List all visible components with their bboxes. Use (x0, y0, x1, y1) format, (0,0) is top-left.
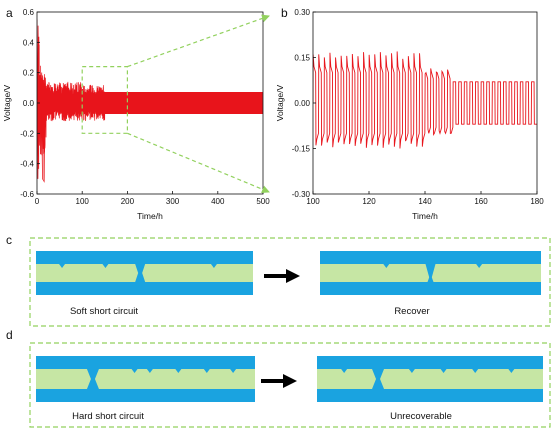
chart-a-y-label: Voltage/V (2, 84, 12, 121)
chart-a-y-tick-label: -0.6 (20, 190, 34, 199)
dendrite-tip (102, 264, 109, 268)
recover-caption: Recover (394, 306, 429, 317)
chart-a-x-tick-label: 400 (211, 197, 225, 206)
chart-b-y-tick-label: 0.30 (294, 8, 310, 17)
electrolyte-layer (36, 264, 253, 282)
soft-short-caption: Soft short circuit (70, 306, 138, 317)
chart-b-x-tick-label: 120 (362, 197, 376, 206)
dendrite-partial-bottom (427, 273, 434, 282)
chart-a-initial-spike (41, 110, 46, 183)
chart-b-x-tick-label: 100 (306, 197, 320, 206)
chart-a-y-ticks: -0.6 -0.4 -0.2 0.0 0.2 0.4 0.6 (20, 8, 40, 199)
zoom-guide-upper (127, 14, 270, 68)
panel-label-b: b (281, 6, 288, 20)
chart-b-x-ticks: 100 120 140 160 180 (306, 191, 544, 206)
chart-b-x-tick-label: 140 (418, 197, 432, 206)
chart-a-y-tick-label: 0.0 (23, 99, 35, 108)
dendrite-bridge (372, 369, 385, 389)
dendrite-bridge (135, 264, 146, 282)
dendrite-tip (341, 369, 348, 373)
chart-b-voltage-trace (313, 51, 537, 149)
chart-a-zoom-box (81, 65, 128, 134)
transition-arrow-d (261, 374, 297, 388)
chart-a-y-tick-label: 0.4 (23, 38, 35, 47)
panel-label-c: c (6, 233, 12, 247)
chart-b-x-label: Time/h (412, 211, 438, 221)
dendrite-tip (203, 369, 210, 373)
chart-b-y-tick-label: -0.15 (292, 145, 311, 154)
chart-b-y-tick-label: -0.30 (292, 190, 311, 199)
electrolyte-layer (36, 369, 255, 389)
dendrite-tip (131, 369, 138, 373)
dendrite-tip (59, 264, 66, 268)
chart-b-y-tick-label: 0.00 (294, 99, 310, 108)
diagram-soft-short: Soft short circuit Recover (29, 237, 551, 327)
panel-label-a: a (6, 6, 13, 20)
chart-a-x-label: Time/h (137, 211, 163, 221)
dendrite-tip (175, 369, 182, 373)
dendrite-tip (146, 369, 153, 373)
chart-a-x-tick-label: 200 (121, 197, 135, 206)
dendrite-tip (472, 369, 479, 373)
electrolyte-layer (317, 369, 543, 389)
panel-label-d: d (6, 328, 13, 342)
hard-short-cell (36, 356, 255, 402)
chart-b-x-tick-label: 160 (474, 197, 488, 206)
chart-a-y-tick-label: 0.6 (23, 8, 35, 17)
dendrite-tip (210, 264, 217, 268)
diagram-hard-short: Hard short circuit Unrecoverable (29, 342, 551, 428)
chart-a-x-ticks: 0 100 200 300 400 500 (35, 191, 270, 206)
unrecoverable-cell (317, 356, 543, 402)
chart-a-y-tick-label: 0.2 (23, 69, 35, 78)
chart-a-voltage-trace (37, 25, 263, 169)
hard-short-caption: Hard short circuit (72, 411, 144, 422)
dendrite-tip (383, 264, 390, 268)
dendrite-bridge (86, 369, 99, 389)
dendrite-tip (440, 369, 447, 373)
chart-b: 100 120 140 160 180 -0.30 -0.15 0.00 0.15 0.30 T… (275, 8, 544, 221)
chart-a-x-tick-label: 500 (256, 197, 270, 206)
chart-a-y-tick-label: -0.4 (20, 160, 34, 169)
transition-arrow-c (264, 269, 300, 283)
chart-b-x-tick-label: 180 (530, 197, 544, 206)
chart-a-x-tick-label: 0 (35, 197, 40, 206)
chart-a-plot-area (37, 19, 263, 183)
unrecoverable-caption: Unrecoverable (390, 411, 452, 422)
zoom-guide-lower (127, 132, 270, 194)
soft-short-cell (36, 251, 253, 295)
chart-b-plot-area (313, 51, 537, 149)
recover-cell (320, 251, 541, 295)
chart-b-y-ticks: -0.30 -0.15 0.00 0.15 0.30 (292, 8, 316, 199)
dendrite-tip (476, 264, 483, 268)
dendrite-partial (425, 264, 436, 282)
chart-a-x-tick-label: 300 (166, 197, 180, 206)
dendrite-tip (508, 369, 515, 373)
dendrite-tip (230, 369, 237, 373)
chart-a-x-tick-label: 100 (76, 197, 90, 206)
dendrite-tip (408, 369, 415, 373)
chart-a-y-tick-label: -0.2 (20, 129, 34, 138)
chart-b-y-label: Voltage/V (275, 84, 285, 121)
diagram-d-frame (29, 342, 551, 428)
chart-a: 0 100 200 300 400 500 -0.6 -0.4 -0.2 0.0 0.2 0.4 0.… (2, 8, 270, 221)
diagram-c-frame (29, 237, 551, 327)
chart-b-y-tick-label: 0.15 (294, 54, 310, 63)
